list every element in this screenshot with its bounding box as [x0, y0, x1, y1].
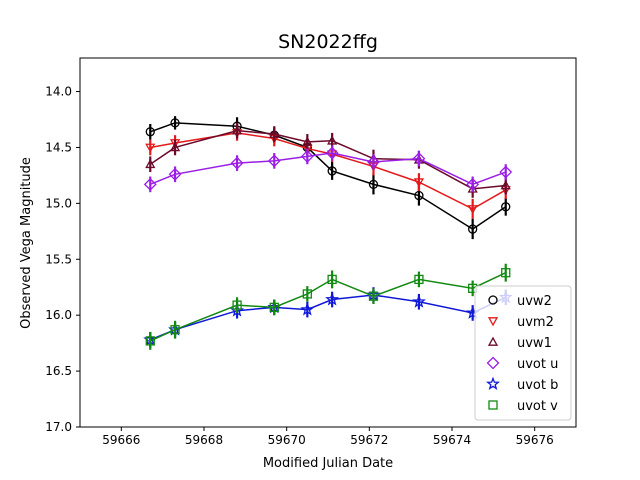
y-tick-label: 15.0 — [45, 196, 72, 210]
series-line-uvot-u — [149, 152, 506, 186]
data-point-uvot-u — [367, 155, 380, 169]
data-point-uvw2 — [145, 127, 155, 137]
y-tick-label: 14.0 — [45, 85, 72, 99]
x-axis-label: Modified Julian Date — [263, 456, 393, 471]
data-point-uvot-u — [168, 167, 182, 181]
data-point-uvot-v — [269, 302, 279, 313]
legend: uvw2 uvm2 uvw1 uvot u uvot b uvot v — [474, 285, 572, 421]
data-point-uvot-u — [143, 177, 157, 191]
legend-label-uvw1: uvw1 — [517, 336, 552, 351]
x-tick-label: 59670 — [268, 433, 306, 447]
x-tick-label: 59674 — [433, 433, 471, 447]
series-line-uvm2 — [150, 132, 507, 210]
data-point-uvot-b — [411, 294, 426, 308]
data-point-uvw2 — [170, 118, 180, 128]
y-axis-label: Observed Vega Magnitude — [19, 157, 34, 329]
data-point-uvm2 — [145, 143, 156, 153]
legend-marker-uvw2 — [488, 295, 498, 305]
data-point-uvot-v — [414, 274, 424, 285]
legend-marker-uvm2 — [487, 317, 499, 327]
data-point-uvot-v — [302, 289, 312, 299]
data-point-uvw2 — [414, 190, 424, 201]
y-tick-label: 16.0 — [45, 308, 72, 322]
legend-label-uvm2: uvm2 — [517, 315, 554, 330]
data-point-uvm2 — [467, 205, 478, 215]
series-line-uvot-v — [149, 272, 507, 342]
x-tick-label: 59676 — [516, 433, 554, 447]
data-point-uvot-u — [412, 152, 426, 166]
chart-title: SN2022ffg — [278, 31, 378, 53]
data-point-uvm2 — [413, 178, 425, 188]
series-uvw2 — [145, 116, 511, 240]
data-point-uvot-u — [267, 154, 281, 168]
series-uvot-u — [143, 145, 513, 193]
data-point-uvw1 — [302, 136, 313, 146]
data-point-uvot-v — [368, 291, 379, 301]
data-point-uvw1 — [169, 142, 181, 152]
data-point-uvw1 — [327, 135, 338, 145]
data-point-uvot-u — [499, 165, 513, 179]
series-line-uvw2 — [150, 122, 507, 230]
legend-marker-uvot-b — [486, 376, 500, 390]
data-point-uvot-v — [232, 300, 242, 310]
legend-box — [474, 285, 572, 421]
legend-label-uvot-b: uvot b — [517, 378, 558, 393]
data-point-uvw2 — [368, 179, 379, 190]
data-point-uvot-v — [327, 274, 337, 285]
data-point-uvot-v — [501, 268, 511, 278]
data-point-uvot-u — [230, 156, 244, 170]
data-point-uvw1 — [269, 128, 280, 138]
legend-label-uvw2: uvw2 — [517, 294, 552, 309]
legend-label-uvot-u: uvot u — [517, 357, 558, 372]
y-tick-label: 14.5 — [45, 140, 72, 154]
series-line-uvot-b — [149, 294, 507, 341]
data-point-uvot-u — [325, 146, 339, 160]
data-point-uvot-v — [170, 325, 180, 335]
data-point-uvw1 — [500, 180, 511, 190]
series-line-uvw1 — [149, 129, 506, 190]
data-point-uvw1 — [231, 125, 243, 135]
data-point-uvot-b — [300, 302, 315, 316]
data-point-uvot-b — [325, 292, 340, 306]
y-tick-label: 15.5 — [45, 252, 72, 266]
legend-marker-uvot-u — [486, 356, 500, 370]
legend-marker-uvot-v — [488, 400, 498, 410]
series-uvw1 — [145, 122, 511, 198]
data-point-uvot-u — [300, 149, 314, 163]
x-tick-label: 59668 — [185, 433, 223, 447]
plot-area — [143, 116, 513, 350]
data-point-uvot-v — [145, 336, 155, 346]
y-tick-label: 17.0 — [45, 420, 72, 434]
y-tick-label: 16.5 — [45, 364, 72, 378]
axes: 59666 59668 59670 59672 59674 59676 14.0 14.5 15… — [45, 57, 577, 447]
plot-frame — [79, 57, 577, 428]
legend-marker-uvw1 — [487, 336, 499, 346]
x-tick-label: 59666 — [102, 433, 140, 447]
data-point-uvw2 — [468, 224, 478, 234]
data-point-uvw2 — [327, 166, 337, 176]
series-uvot-b — [143, 287, 513, 348]
data-point-uvw2 — [501, 202, 511, 212]
series-uvot-v — [145, 263, 511, 350]
data-point-uvw1 — [145, 158, 156, 169]
data-point-uvot-u — [466, 177, 480, 191]
x-tick-label: 59672 — [350, 433, 388, 447]
legend-label-uvot-v: uvot v — [517, 399, 558, 414]
